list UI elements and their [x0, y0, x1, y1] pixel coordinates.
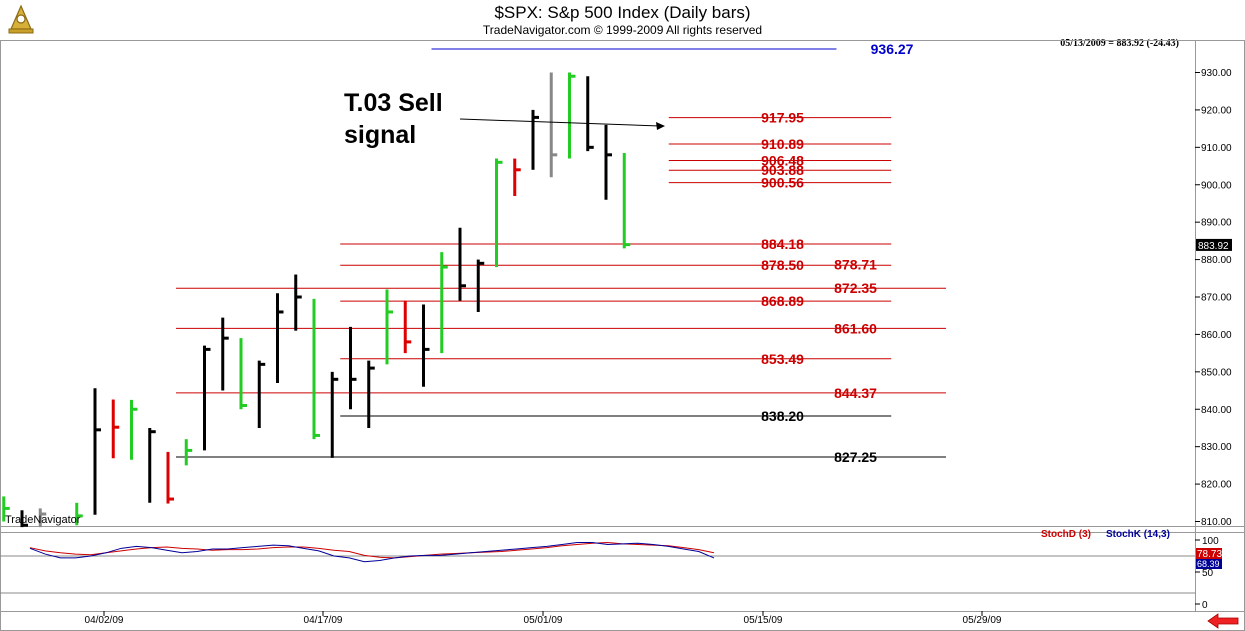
y-tick-label: 840.00 [1201, 405, 1232, 416]
annotation-arrowhead-icon [656, 122, 665, 130]
y-tick-label: 890.00 [1201, 218, 1232, 229]
ohlc-bar [111, 399, 120, 459]
level-label: 861.60 [834, 320, 877, 336]
ohlc-bar [276, 293, 284, 384]
level-label: 827.25 [834, 449, 877, 465]
ohlc-bar [622, 152, 631, 249]
chart-title: $SPX: S&p 500 Index (Daily bars) [494, 3, 751, 22]
level-label: 853.49 [761, 351, 804, 367]
ohlc-bar [513, 158, 521, 196]
x-tick-label: 05/15/09 [744, 615, 783, 626]
ohlc-bar [184, 439, 193, 466]
annotation-line-1: T.03 Sell [344, 89, 443, 117]
x-tick-label: 05/01/09 [524, 615, 563, 626]
ohlc-bar [2, 496, 10, 522]
tradenavigator-logo-icon [5, 4, 37, 36]
ohlc-bar [20, 510, 28, 528]
tradenavigator-watermark: TradeNavigator [5, 514, 81, 526]
level-label: 900.56 [761, 175, 804, 191]
level-label: 878.71 [834, 256, 877, 272]
ohlc-bar [495, 158, 503, 268]
level-label: 872.35 [834, 280, 877, 296]
chart-subtitle: TradeNavigator.com © 1999-2009 All right… [482, 23, 763, 37]
ohlc-bar [367, 360, 375, 428]
ohlc-bar [349, 326, 357, 410]
stochk-value-box [1196, 559, 1222, 569]
last-price-label: 883.92 [1198, 241, 1229, 252]
ohlc-bar [330, 371, 339, 458]
stoch-tick-label: 100 [1202, 536, 1219, 547]
stochd-value: 78.73 [1197, 549, 1222, 560]
ohlc-bar [458, 227, 466, 301]
y-tick-label: 870.00 [1201, 293, 1232, 304]
level-label: 868.89 [761, 293, 804, 309]
ohlc-bar [385, 289, 393, 365]
ohlc-bar [476, 259, 485, 312]
ohlc-bar [38, 508, 47, 528]
level-label: 884.18 [761, 236, 804, 252]
level-label: 844.37 [834, 385, 877, 401]
y-tick-label: 830.00 [1201, 442, 1232, 453]
y-tick-label: 860.00 [1201, 330, 1232, 341]
level-label: 838.20 [761, 408, 804, 424]
stoch-tick-label: 50 [1202, 568, 1214, 579]
x-tick-label: 05/29/09 [963, 615, 1002, 626]
ohlc-bar [568, 72, 576, 159]
level-label: 906.48 [761, 153, 804, 169]
annotation-arrow-line [459, 118, 661, 127]
level-label: 878.50 [761, 257, 804, 273]
ohlc-bar [312, 298, 320, 440]
scroll-right-button[interactable] [1207, 613, 1239, 629]
annotation-line-2: signal [344, 121, 416, 149]
x-tick-label: 04/02/09 [85, 615, 124, 626]
ohlc-bar [403, 300, 412, 354]
chart-header: $SPX: S&p 500 Index (Daily bars) TradeNa… [0, 0, 1245, 40]
stoch-tick-label: 0 [1202, 600, 1208, 611]
ohlc-bar [148, 427, 156, 503]
ohlc-bar [257, 360, 266, 428]
ohlc-bar [604, 124, 612, 200]
ohlc-bar [294, 274, 302, 331]
y-tick-label: 910.00 [1201, 143, 1232, 154]
last-price-box [1196, 238, 1232, 251]
red-arrow-icon [1207, 613, 1239, 629]
y-tick-label: 850.00 [1201, 367, 1232, 378]
stochd-value-box [1196, 548, 1222, 559]
y-tick-label: 880.00 [1201, 255, 1232, 266]
last-quote-readout: 05/13/2009 = 883.92 (-24.43) [1060, 38, 1179, 49]
level-label: 910.89 [761, 136, 804, 152]
ohlc-bar [75, 502, 83, 526]
ohlc-bar [221, 317, 229, 391]
chart-frame [0, 40, 1245, 631]
stochk-label: StochK (14,3) [1106, 529, 1170, 540]
ohlc-bar [422, 304, 430, 387]
y-tick-label: 930.00 [1201, 68, 1232, 79]
stochk-line [29, 542, 715, 563]
ohlc-bar [166, 451, 174, 504]
y-tick-label: 920.00 [1201, 105, 1232, 116]
ohlc-bar [130, 399, 138, 460]
ohlc-bar [586, 76, 594, 152]
level-label: 917.95 [761, 110, 804, 126]
ohlc-bar [93, 388, 101, 515]
y-tick-label: 820.00 [1201, 480, 1232, 491]
y-tick-label: 900.00 [1201, 180, 1232, 191]
stochd-label: StochD (3) [1041, 529, 1091, 540]
level-label: 903.88 [761, 162, 804, 178]
ohlc-bar [239, 338, 247, 410]
ohlc-bar [549, 72, 558, 178]
x-tick-label: 04/17/09 [304, 615, 343, 626]
stochk-value: 68.39 [1197, 559, 1220, 569]
ohlc-bar [531, 109, 539, 170]
level-label: 936.27 [871, 41, 914, 57]
y-tick-label: 810.00 [1201, 517, 1232, 528]
sell-signal-annotation: T.03 Sell signal [344, 89, 665, 149]
stochd-line [29, 542, 715, 559]
ohlc-bar [440, 252, 448, 354]
ohlc-bar [203, 345, 211, 451]
